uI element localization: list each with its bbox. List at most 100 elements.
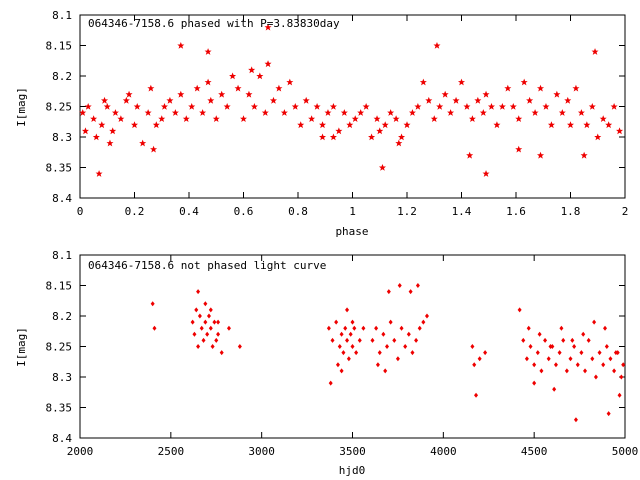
y-tick-label: 8.25 (46, 341, 73, 354)
data-point (109, 127, 117, 135)
data-point (408, 109, 416, 116)
data-point (346, 121, 354, 129)
data-point (441, 90, 449, 98)
data-point (341, 350, 346, 356)
data-point (542, 103, 550, 110)
y-tick-label: 8.35 (46, 402, 73, 415)
data-point (539, 368, 544, 374)
data-point (203, 301, 208, 307)
data-point (166, 96, 174, 104)
data-point (95, 170, 103, 177)
data-point (297, 121, 305, 129)
data-point (319, 121, 327, 129)
data-point (591, 48, 599, 55)
data-point (326, 325, 331, 331)
y-tick-label: 8.4 (52, 192, 72, 205)
data-point (352, 325, 357, 331)
unphased-x-axis-label: hjd0 (339, 464, 366, 477)
data-point (264, 60, 272, 68)
data-point (335, 127, 343, 135)
data-point (392, 115, 400, 122)
x-tick-label: 4500 (521, 445, 548, 458)
y-tick-label: 8.3 (52, 371, 72, 384)
data-point (92, 133, 100, 141)
data-point (177, 90, 185, 98)
data-point (606, 411, 611, 417)
x-tick-label: 1.4 (452, 205, 472, 218)
data-point (610, 103, 618, 110)
data-point (361, 325, 366, 331)
data-point (575, 362, 580, 368)
data-point (346, 356, 351, 362)
data-point (419, 78, 427, 86)
data-point (256, 72, 264, 80)
data-point (482, 170, 490, 177)
data-point (564, 368, 569, 374)
data-point (535, 350, 540, 356)
data-point (417, 325, 422, 331)
data-point (350, 319, 355, 325)
data-point (207, 96, 215, 104)
data-point (152, 325, 157, 331)
data-point (547, 121, 555, 129)
data-point (351, 115, 359, 122)
data-point (531, 109, 539, 116)
data-point (205, 331, 210, 337)
data-point (237, 344, 242, 349)
x-tick-label: 1.6 (506, 205, 526, 218)
data-point (203, 319, 208, 325)
data-point (526, 325, 531, 331)
data-point (152, 121, 160, 129)
data-point (483, 350, 488, 356)
data-point (308, 115, 316, 122)
data-point (219, 350, 224, 356)
data-point (463, 103, 471, 110)
data-point (415, 283, 420, 288)
data-point (424, 313, 429, 319)
data-point (329, 133, 337, 141)
data-point (526, 96, 534, 104)
data-point (357, 337, 362, 343)
data-point (572, 344, 577, 349)
data-point (567, 121, 574, 129)
x-tick-label: 1 (349, 205, 356, 218)
data-point (223, 103, 231, 110)
data-point (212, 115, 220, 122)
data-point (616, 127, 624, 135)
x-tick-label: 2 (622, 205, 629, 218)
data-point (206, 313, 211, 319)
data-point (597, 350, 602, 356)
data-point (330, 337, 335, 343)
data-point (147, 84, 155, 92)
data-point (133, 103, 141, 110)
data-point (468, 115, 476, 122)
data-point (357, 109, 365, 116)
data-point (474, 392, 479, 398)
data-point (98, 121, 106, 129)
data-point (286, 78, 294, 86)
data-point (479, 109, 487, 116)
data-point (216, 331, 221, 337)
data-point (150, 301, 155, 307)
data-point (561, 337, 566, 343)
data-point (362, 103, 370, 110)
data-point (248, 66, 256, 74)
data-point (537, 331, 542, 337)
data-point (403, 121, 411, 129)
data-point (487, 103, 495, 110)
data-point (334, 319, 339, 325)
phased-x-ticks: 0 0.2 0.4 0.6 0.8 1 1.2 1.4 1.6 1.8 2 (77, 15, 629, 218)
x-tick-label: 0.2 (125, 205, 145, 218)
data-point (543, 337, 548, 343)
data-point (103, 103, 111, 110)
data-point (150, 145, 158, 153)
data-point (509, 103, 517, 110)
data-point (553, 90, 561, 98)
y-tick-label: 8.4 (52, 432, 72, 445)
data-point (190, 319, 195, 325)
data-point (592, 319, 597, 325)
data-point (226, 325, 231, 331)
data-point (354, 350, 359, 356)
data-point (430, 115, 438, 122)
data-point (373, 115, 381, 122)
